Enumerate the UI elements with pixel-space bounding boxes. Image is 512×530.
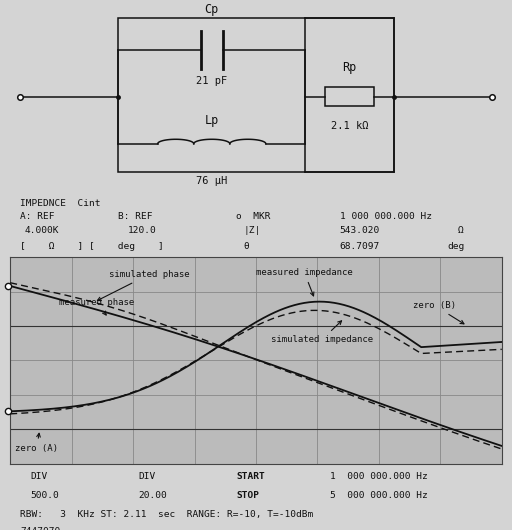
Text: measured phase: measured phase [59,298,135,315]
Text: DIV: DIV [138,472,155,481]
Bar [118,17,394,172]
Text: STOP: STOP [237,491,260,500]
Text: Ω: Ω [458,226,463,235]
Text: measured impedance: measured impedance [256,268,353,296]
Text: deg: deg [447,242,465,251]
Text: 68.7097: 68.7097 [339,242,380,251]
Text: RBW:   3  KHz ST: 2.11  sec  RANGE: R=-10, T=-10dBm: RBW: 3 KHz ST: 2.11 sec RANGE: R=-10, T=… [20,510,313,519]
Text: DIV: DIV [30,472,47,481]
Text: θ: θ [244,242,249,251]
Text: zero (B): zero (B) [413,301,464,324]
Text: Lp: Lp [205,114,219,127]
Text: IMPEDNCE  Cint: IMPEDNCE Cint [20,199,100,208]
Text: Cp: Cp [205,3,219,16]
Text: 5  000 000.000 Hz: 5 000 000.000 Hz [330,491,428,500]
Text: 1 000 000.000 Hz: 1 000 000.000 Hz [339,213,432,222]
Text: simulated phase: simulated phase [97,270,189,301]
Text: 4.000K: 4.000K [25,226,59,235]
Text: simulated impedance: simulated impedance [271,321,373,344]
Text: 2.1 kΩ: 2.1 kΩ [331,121,368,131]
Text: zero (A): zero (A) [15,434,58,453]
Text: A: REF: A: REF [20,213,55,222]
Text: 21 pF: 21 pF [196,76,227,86]
Bar [325,87,374,106]
Text: [    Ω    ] [    deg    ]: [ Ω ] [ deg ] [20,242,164,251]
Text: 20.00: 20.00 [138,491,167,500]
Text: 1  000 000.000 Hz: 1 000 000.000 Hz [330,472,428,481]
Text: 7447070: 7447070 [20,527,60,530]
Text: 120.0: 120.0 [128,226,157,235]
Text: B: REF: B: REF [118,213,153,222]
Text: 76 μH: 76 μH [196,176,227,186]
Text: START: START [237,472,265,481]
Text: 500.0: 500.0 [30,491,59,500]
Text: Rp: Rp [342,61,356,74]
Text: o  MKR: o MKR [237,213,271,222]
Text: 543.020: 543.020 [339,226,380,235]
Text: |Z|: |Z| [244,226,261,235]
